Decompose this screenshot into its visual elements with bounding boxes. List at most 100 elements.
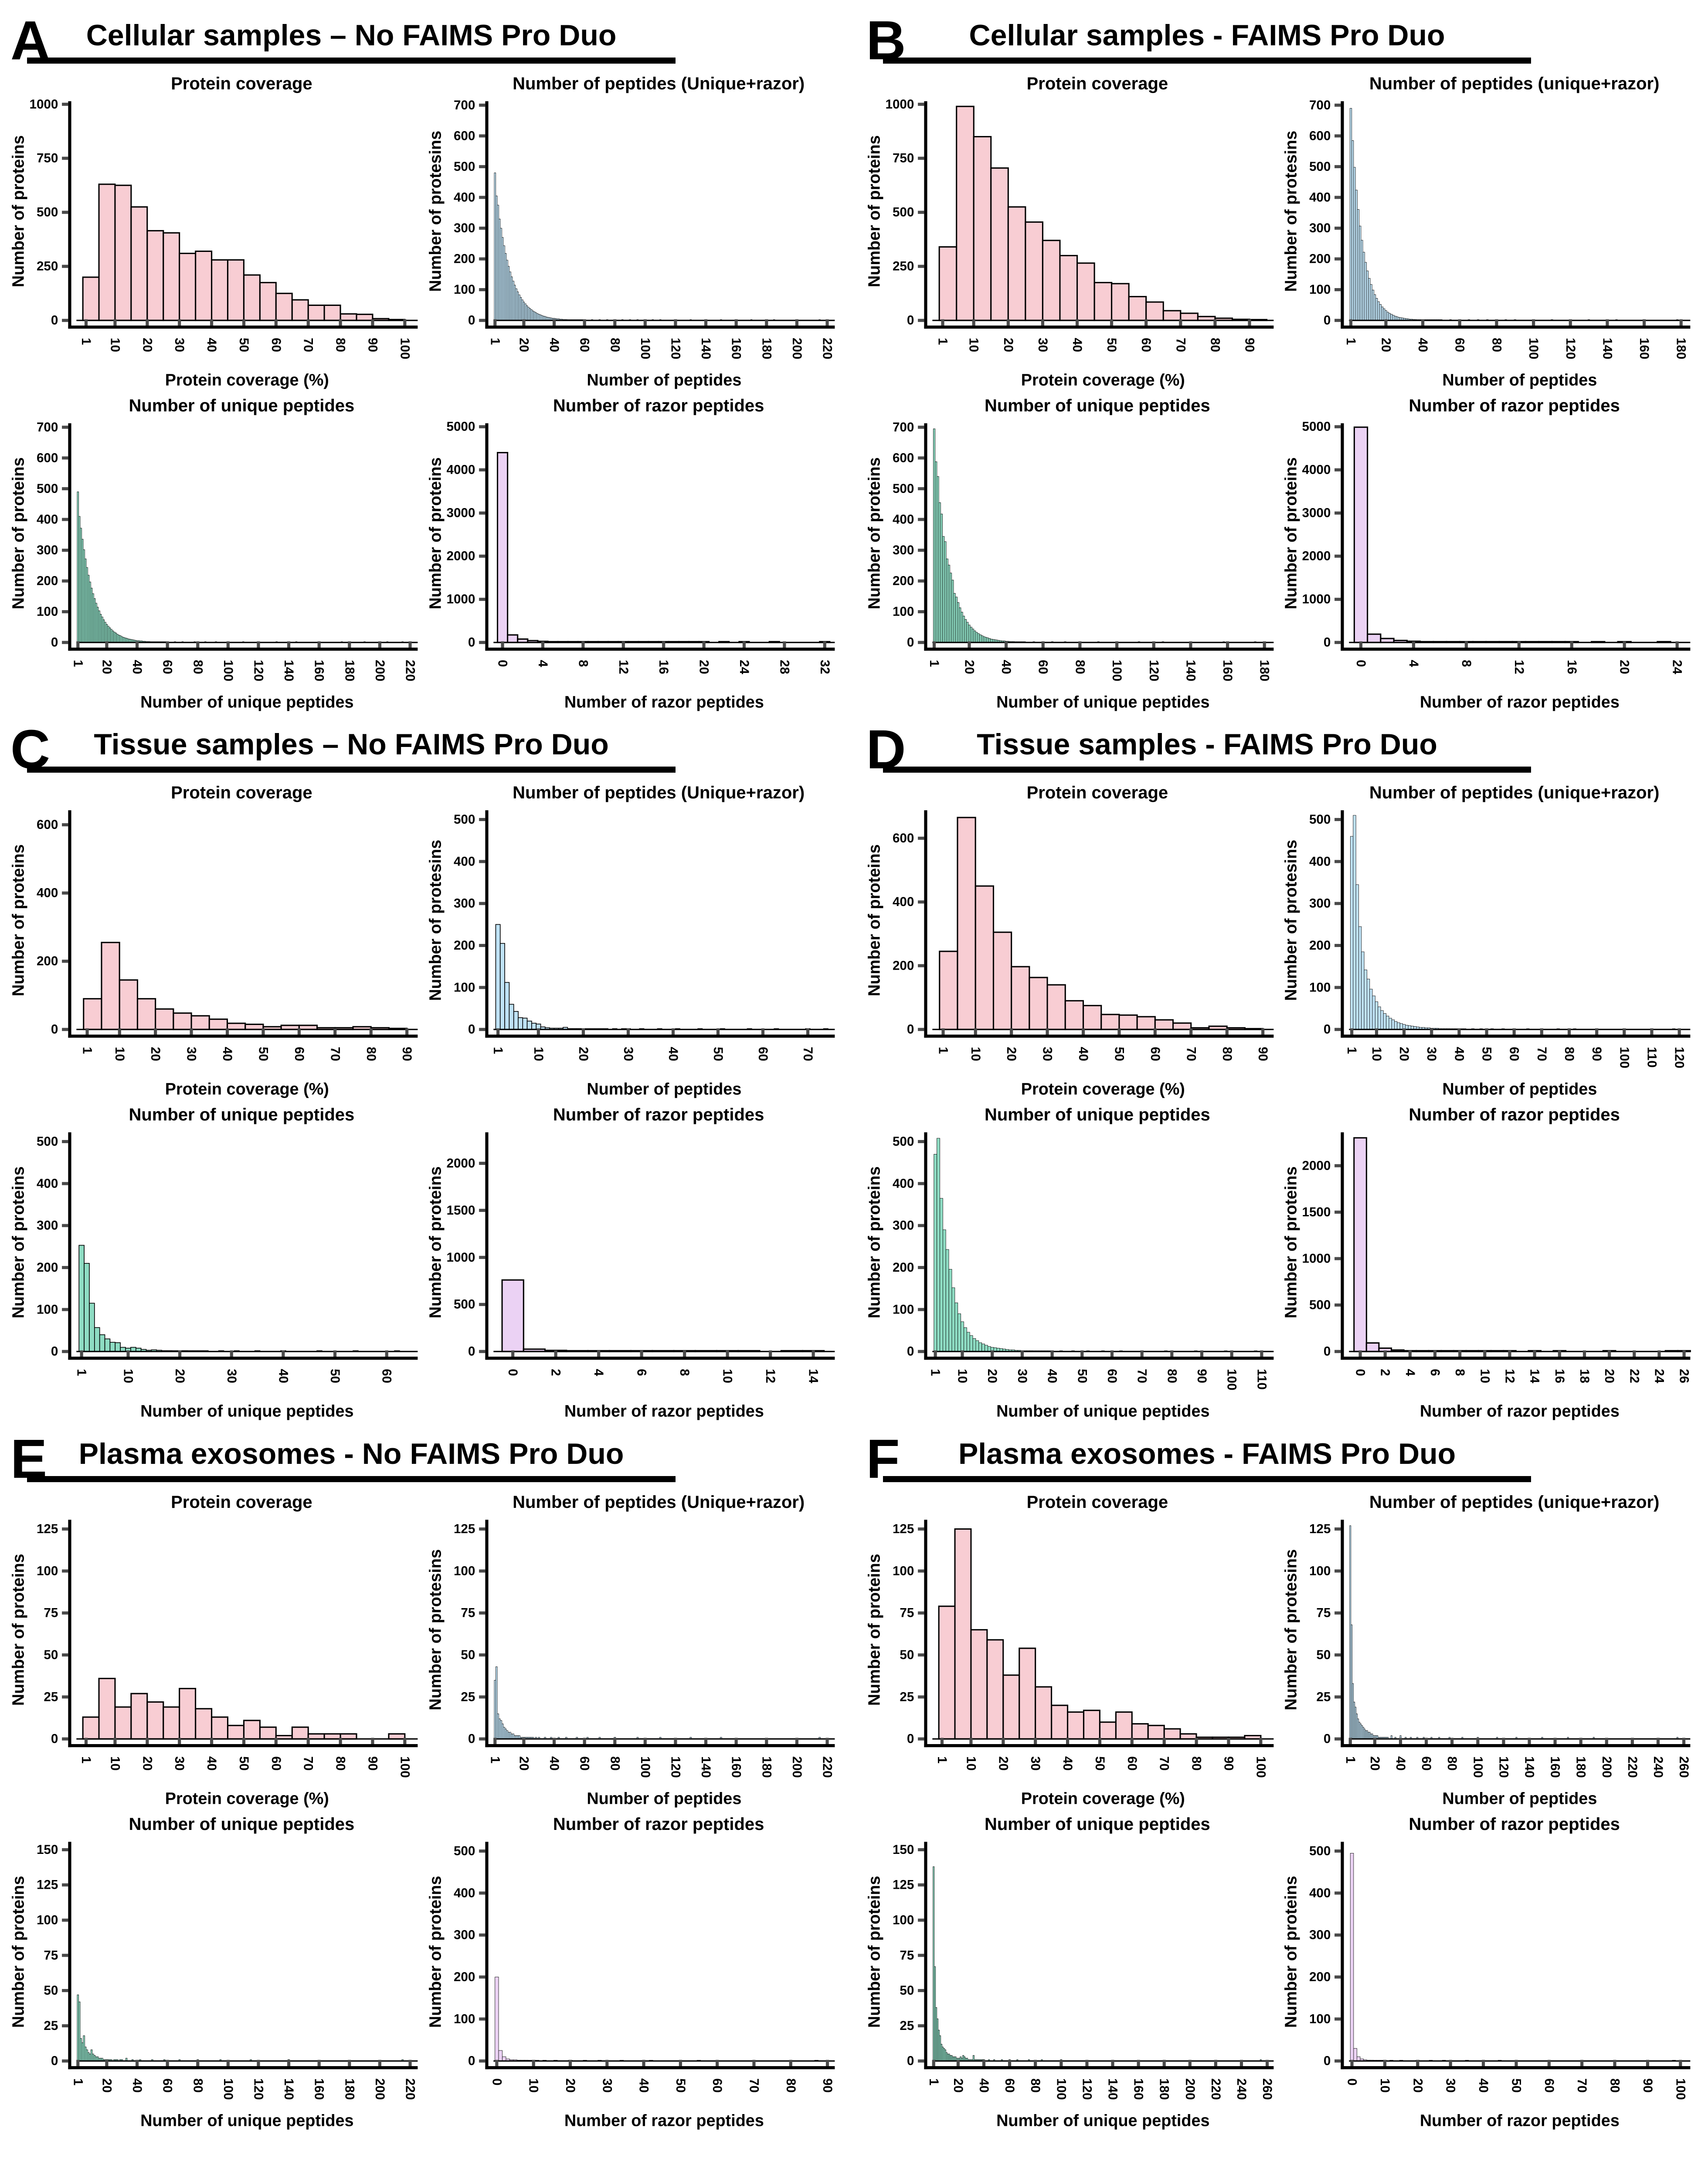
panel-a: A Cellular samples – No FAIMS Pro Duo Pr…: [10, 7, 842, 713]
svg-text:100: 100: [1309, 282, 1331, 297]
svg-text:8: 8: [1459, 660, 1474, 667]
svg-text:5000: 5000: [1302, 419, 1331, 434]
svg-text:180: 180: [342, 2078, 357, 2100]
svg-text:60: 60: [1148, 1047, 1162, 1062]
svg-text:Protein coverage (%): Protein coverage (%): [165, 1789, 329, 1808]
svg-text:90: 90: [1194, 1369, 1209, 1383]
svg-text:3000: 3000: [446, 506, 475, 520]
svg-text:70: 70: [301, 338, 316, 352]
svg-text:40: 40: [1070, 338, 1084, 352]
svg-text:Number of protesins: Number of protesins: [428, 131, 445, 292]
svg-text:90: 90: [365, 338, 380, 352]
svg-text:100: 100: [1309, 2012, 1331, 2026]
svg-text:70: 70: [1535, 1047, 1549, 1062]
svg-text:125: 125: [37, 1522, 58, 1536]
svg-text:1: 1: [71, 2078, 85, 2085]
svg-text:80: 80: [190, 2078, 205, 2093]
svg-text:Number of peptides: Number of peptides: [587, 371, 741, 389]
svg-text:100: 100: [221, 660, 235, 681]
svg-text:80: 80: [1445, 1756, 1459, 1771]
svg-text:180: 180: [342, 660, 357, 681]
panel-e-charts: Protein coverage 0 25 50 75 100 125 1 10 20 30 40 5…: [10, 1493, 842, 2131]
svg-text:50: 50: [1317, 1648, 1331, 1662]
svg-text:120: 120: [1672, 1047, 1687, 1069]
svg-text:20: 20: [576, 1047, 591, 1062]
svg-text:60: 60: [577, 338, 591, 352]
svg-text:150: 150: [37, 1843, 58, 1857]
svg-text:Number of proteins: Number of proteins: [1283, 457, 1301, 609]
svg-text:0: 0: [51, 635, 58, 649]
svg-text:110: 110: [1254, 1369, 1269, 1390]
svg-text:75: 75: [900, 1606, 914, 1620]
svg-text:10: 10: [966, 338, 981, 352]
chart-title: Number of razor peptides: [1409, 396, 1620, 415]
svg-text:10: 10: [955, 1369, 969, 1383]
svg-text:20: 20: [99, 660, 114, 674]
chart-title: Protein coverage: [171, 783, 312, 803]
svg-text:0: 0: [468, 1022, 475, 1037]
svg-text:125: 125: [37, 1877, 58, 1892]
svg-text:Number of proteins: Number of proteins: [866, 457, 884, 609]
svg-text:80: 80: [1608, 2078, 1622, 2093]
svg-text:10: 10: [526, 2078, 540, 2093]
panel-title: Cellular samples – No FAIMS Pro Duo: [86, 19, 617, 52]
svg-text:300: 300: [454, 1928, 475, 1942]
svg-text:1: 1: [927, 660, 941, 667]
svg-text:60: 60: [1124, 1756, 1139, 1771]
chart-title: Number of peptides (Unique+razor): [513, 74, 805, 93]
panel-title-block: Cellular samples - FAIMS Pro Duo: [883, 18, 1531, 64]
svg-text:140: 140: [1600, 338, 1615, 359]
svg-text:0: 0: [907, 1732, 913, 1746]
svg-text:5000: 5000: [446, 419, 475, 434]
panel-d: D Tissue samples - FAIMS Pro Duo Protein…: [866, 716, 1698, 1422]
svg-text:0: 0: [1324, 1732, 1331, 1746]
svg-text:8: 8: [1453, 1369, 1467, 1376]
svg-text:80: 80: [1189, 1756, 1203, 1771]
svg-text:Number of razor peptides: Number of razor peptides: [564, 1402, 764, 1421]
panel-title: Tissue samples – No FAIMS Pro Duo: [94, 728, 609, 761]
svg-text:6: 6: [634, 1369, 649, 1376]
svg-text:0: 0: [468, 1344, 475, 1359]
svg-text:Protein coverage (%): Protein coverage (%): [1021, 371, 1185, 389]
panel-e: E Plasma exosomes - No FAIMS Pro Duo Pro…: [10, 1426, 842, 2131]
title-underline: [27, 767, 676, 773]
svg-text:50: 50: [237, 338, 251, 352]
svg-text:25: 25: [461, 1690, 475, 1704]
svg-text:10: 10: [531, 1047, 546, 1062]
svg-text:700: 700: [892, 420, 913, 434]
svg-text:40: 40: [547, 338, 561, 352]
svg-text:30: 30: [1015, 1369, 1029, 1383]
svg-text:250: 250: [37, 259, 58, 274]
svg-text:0: 0: [468, 2053, 475, 2068]
svg-text:25: 25: [900, 1690, 914, 1704]
chart-title: Protein coverage: [1026, 74, 1168, 93]
svg-text:50: 50: [256, 1047, 270, 1062]
svg-text:40: 40: [1076, 1047, 1090, 1062]
svg-text:0: 0: [907, 1344, 913, 1359]
svg-text:200: 200: [790, 338, 804, 359]
svg-text:4: 4: [1406, 660, 1421, 667]
chart-peptides: Number of peptides (unique+razor) 0 100 20…: [1283, 783, 1698, 1100]
svg-text:2: 2: [1378, 1369, 1392, 1376]
svg-text:10: 10: [1369, 1047, 1384, 1062]
svg-text:20: 20: [148, 1047, 163, 1062]
svg-text:20: 20: [1411, 2078, 1425, 2093]
svg-text:26: 26: [1677, 1369, 1691, 1383]
svg-text:500: 500: [892, 205, 913, 220]
svg-text:0: 0: [1324, 313, 1331, 328]
svg-text:500: 500: [454, 812, 475, 827]
svg-text:200: 200: [373, 2078, 387, 2100]
svg-text:80: 80: [608, 1756, 622, 1771]
svg-text:30: 30: [184, 1047, 199, 1062]
svg-text:200: 200: [37, 1260, 58, 1275]
svg-text:40: 40: [204, 338, 219, 352]
svg-text:200: 200: [892, 574, 913, 588]
chart-protein-coverage: Protein coverage 0 25 50 75 100 125 1 10 20 30 40 5…: [866, 1493, 1281, 1809]
chart-peptides: Number of peptides (Unique+razor) 0 100 20…: [428, 783, 842, 1100]
svg-text:100: 100: [1309, 1564, 1331, 1578]
svg-text:25: 25: [1317, 1690, 1331, 1704]
svg-text:20: 20: [516, 1756, 531, 1771]
